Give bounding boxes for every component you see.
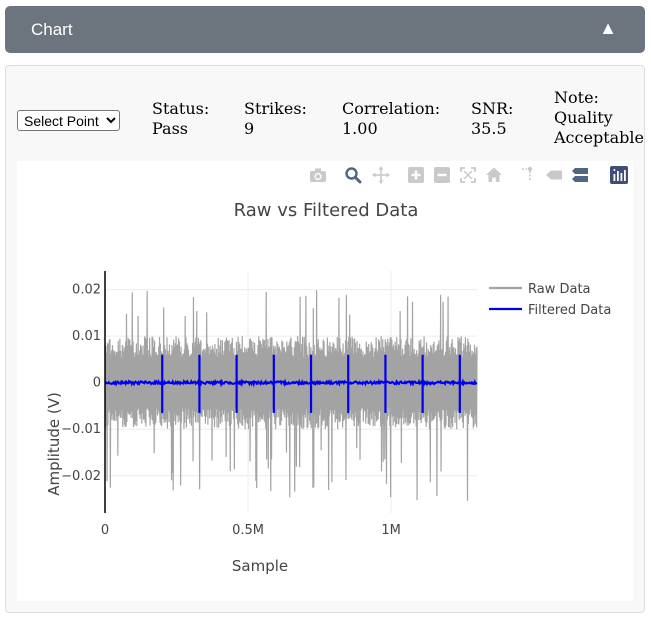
note-line-2: Acceptable <box>554 128 644 147</box>
legend-label: Filtered Data <box>528 303 611 318</box>
plotly-logo-icon[interactable] <box>609 165 629 185</box>
zoom-in-icon[interactable] <box>406 165 426 185</box>
legend-item[interactable]: Filtered Data <box>489 303 611 318</box>
x-axis-title: Sample <box>232 557 288 575</box>
y-tick-label: −0.01 <box>61 422 101 437</box>
autoscale-icon[interactable] <box>458 165 478 185</box>
raw-vs-filtered-plot[interactable]: Raw vs Filtered Data 0.02 0.01 0 −0.01 −0.02… <box>17 161 633 601</box>
panel-title: Chart <box>31 20 73 39</box>
correlation-stat: Correlation: 1.00 <box>342 99 440 139</box>
x-tick-label: 0.5M <box>232 523 264 538</box>
note-stat: Note: Quality Acceptable <box>554 88 644 148</box>
pan-icon[interactable] <box>371 165 391 185</box>
select-point-dropdown[interactable]: Select Point <box>17 110 120 131</box>
snr-stat: SNR: 35.5 <box>471 99 513 139</box>
strikes-stat: Strikes: 9 <box>244 99 307 139</box>
zoom-out-icon[interactable] <box>432 165 452 185</box>
correlation-value: 1.00 <box>342 119 378 138</box>
filtered-data-series <box>104 354 478 413</box>
filtered-data-line <box>104 378 478 388</box>
hover-closest-icon[interactable] <box>544 165 564 185</box>
chart-title: Raw vs Filtered Data <box>234 200 419 221</box>
chart-legend[interactable]: Raw Data Filtered Data <box>489 282 611 318</box>
collapse-toggle-icon[interactable]: ▲ <box>599 18 617 38</box>
y-tick-label: 0.02 <box>72 283 101 298</box>
y-tick-label: 0.01 <box>72 329 101 344</box>
strikes-label: Strikes: <box>244 99 307 118</box>
chart-modebar <box>17 161 633 191</box>
note-line-1: Quality <box>554 108 613 127</box>
x-tick-label: 1M <box>381 523 401 538</box>
strikes-value: 9 <box>244 119 255 138</box>
legend-label: Raw Data <box>528 282 591 297</box>
y-tick-label: −0.02 <box>61 469 101 484</box>
raw-data-series <box>104 290 478 501</box>
x-tick-label: 0 <box>101 523 109 538</box>
snr-label: SNR: <box>471 99 514 118</box>
status-label: Status: <box>152 99 210 118</box>
y-axis-title: Amplitude (V) <box>45 392 63 496</box>
status-stat: Status: Pass <box>152 99 209 139</box>
home-icon[interactable] <box>484 165 504 185</box>
legend-item[interactable]: Raw Data <box>489 282 591 297</box>
zoom-icon[interactable] <box>343 165 363 185</box>
spike-lines-icon[interactable] <box>518 165 538 185</box>
snr-value: 35.5 <box>471 119 507 138</box>
status-value: Pass <box>152 119 189 138</box>
y-tick-label: 0 <box>93 376 101 391</box>
chart-container: Raw vs Filtered Data 0.02 0.01 0 −0.01 −0.02… <box>17 161 633 601</box>
camera-icon[interactable] <box>308 165 328 185</box>
tick-labels: 0.02 0.01 0 −0.01 −0.02 0 0.5M 1M <box>61 283 401 538</box>
note-label: Note: <box>554 88 599 107</box>
chart-panel-body: Select Point Status: Pass Strikes: 9 Cor… <box>5 65 645 613</box>
correlation-label: Correlation: <box>342 99 441 118</box>
hover-compare-icon[interactable] <box>570 165 590 185</box>
chart-panel-header[interactable]: Chart ▲ <box>5 6 645 53</box>
raw-data-line <box>104 290 478 501</box>
